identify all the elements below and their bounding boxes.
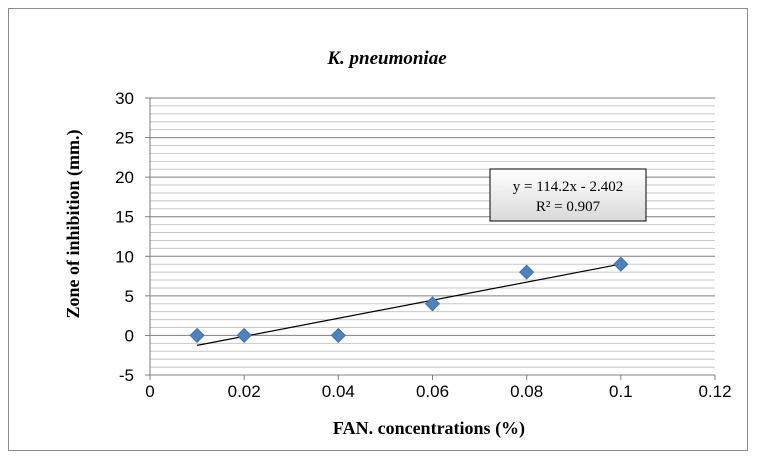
data-point (519, 264, 535, 280)
x-tick-labels: 0 0.02 0.04 0.06 0.08 0.1 0.12 (145, 382, 731, 401)
chart-frame: K. pneumoniae 0 0.02 0.04 0.06 0.08 0.1 0.12 -… (8, 8, 748, 451)
x-tick-label: 0.08 (510, 382, 543, 401)
y-tick-label: 0 (125, 326, 134, 345)
y-tick-label: -5 (119, 366, 134, 385)
trendline-group (196, 263, 621, 346)
x-tick-label: 0.04 (322, 382, 355, 401)
y-tick-label: 25 (115, 129, 134, 148)
x-tick-label: 0.06 (416, 382, 449, 401)
y-tick-label: 20 (115, 168, 134, 187)
x-tick-label: 0.12 (698, 382, 731, 401)
data-point (424, 296, 441, 312)
trendline (196, 263, 621, 346)
data-point (236, 327, 252, 343)
data-points (189, 256, 629, 343)
y-axis-label: Zone of inhibition (mm.) (63, 129, 84, 318)
y-tick-label: 5 (125, 287, 134, 306)
equation-box: y = 114.2x - 2.402 R² = 0.907 (489, 168, 647, 222)
data-point (189, 327, 205, 343)
axes (145, 97, 716, 380)
x-axis-label: FAN. concentrations (%) (333, 418, 525, 439)
data-point (330, 327, 346, 343)
y-tick-label: 10 (115, 247, 134, 266)
grid-lines (150, 97, 715, 376)
y-tick-label: 30 (115, 89, 134, 108)
trendline-r2: R² = 0.907 (536, 199, 601, 215)
equation-box-bg (489, 168, 647, 222)
y-tick-label: 15 (115, 208, 134, 227)
chart-svg: K. pneumoniae 0 0.02 0.04 0.06 0.08 0.1 0.12 -… (63, 48, 732, 439)
x-tick-label: 0.02 (228, 382, 261, 401)
trendline-equation: y = 114.2x - 2.402 (513, 179, 623, 195)
x-tick-label: 0 (145, 382, 154, 401)
x-tick-label: 0.1 (609, 382, 633, 401)
chart-title: K. pneumoniae (326, 48, 447, 69)
y-tick-labels: -5 0 5 10 15 20 25 30 (115, 89, 134, 385)
data-point (613, 256, 629, 272)
